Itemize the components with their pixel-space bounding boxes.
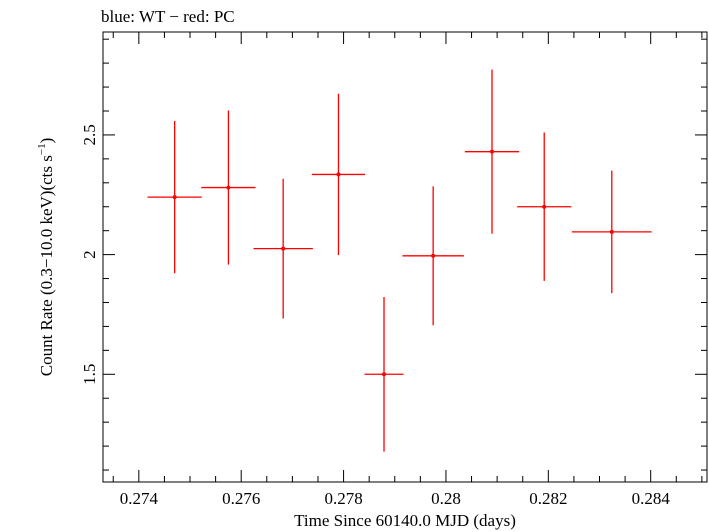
- data-point-marker: [431, 253, 436, 258]
- y-tick-label: 2.5: [80, 124, 99, 145]
- data-point-marker: [281, 246, 286, 251]
- y-axis-label: Count Rate (0.3−10.0 keV)(cts s−1): [36, 138, 56, 377]
- x-tick-label: 0.282: [529, 489, 567, 508]
- y-tick-label: 1.5: [80, 364, 99, 385]
- y-axis-label-superscript: −1: [36, 143, 48, 155]
- x-tick-label: 0.278: [324, 489, 362, 508]
- data-point-marker: [542, 204, 547, 209]
- x-tick-label: 0.28: [431, 489, 461, 508]
- x-tick-label: 0.274: [120, 489, 159, 508]
- data-point-marker: [490, 149, 495, 154]
- x-tick-label: 0.284: [632, 489, 671, 508]
- y-tick-label: 2: [80, 250, 99, 259]
- chart-title: blue: WT − red: PC: [101, 7, 235, 26]
- data-points: [147, 69, 652, 452]
- x-axis-label: Time Since 60140.0 MJD (days): [294, 511, 516, 530]
- x-tick-label: 0.276: [222, 489, 260, 508]
- data-point-marker: [382, 372, 387, 377]
- data-point-marker: [226, 185, 231, 190]
- y-axis-label-main: Count Rate (0.3−10.0 keV)(cts s: [37, 155, 56, 376]
- data-point-marker: [336, 172, 341, 177]
- x-axis-ticks: 0.274 0.276 0.278 0.28 0.282 0.284: [112, 32, 703, 508]
- plot-frame: [102, 31, 708, 483]
- y-axis-label-close: ): [37, 138, 56, 144]
- y-axis-ticks: 1.5 2 2.5: [80, 38, 707, 471]
- data-point-marker: [609, 229, 614, 234]
- data-point-marker: [172, 195, 177, 200]
